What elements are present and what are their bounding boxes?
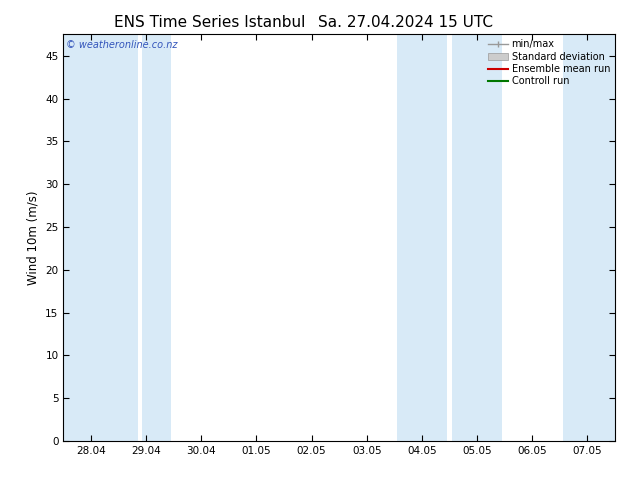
Bar [63,34,138,441]
Bar [397,34,447,441]
Bar [452,34,502,441]
Text: © weatheronline.co.nz: © weatheronline.co.nz [66,40,178,50]
Legend: min/max, Standard deviation, Ensemble mean run, Controll run: min/max, Standard deviation, Ensemble me… [486,36,613,89]
Bar [562,34,615,441]
Text: ENS Time Series Istanbul: ENS Time Series Istanbul [113,15,305,30]
Bar [142,34,171,441]
Y-axis label: Wind 10m (m/s): Wind 10m (m/s) [27,191,40,285]
Text: Sa. 27.04.2024 15 UTC: Sa. 27.04.2024 15 UTC [318,15,493,30]
